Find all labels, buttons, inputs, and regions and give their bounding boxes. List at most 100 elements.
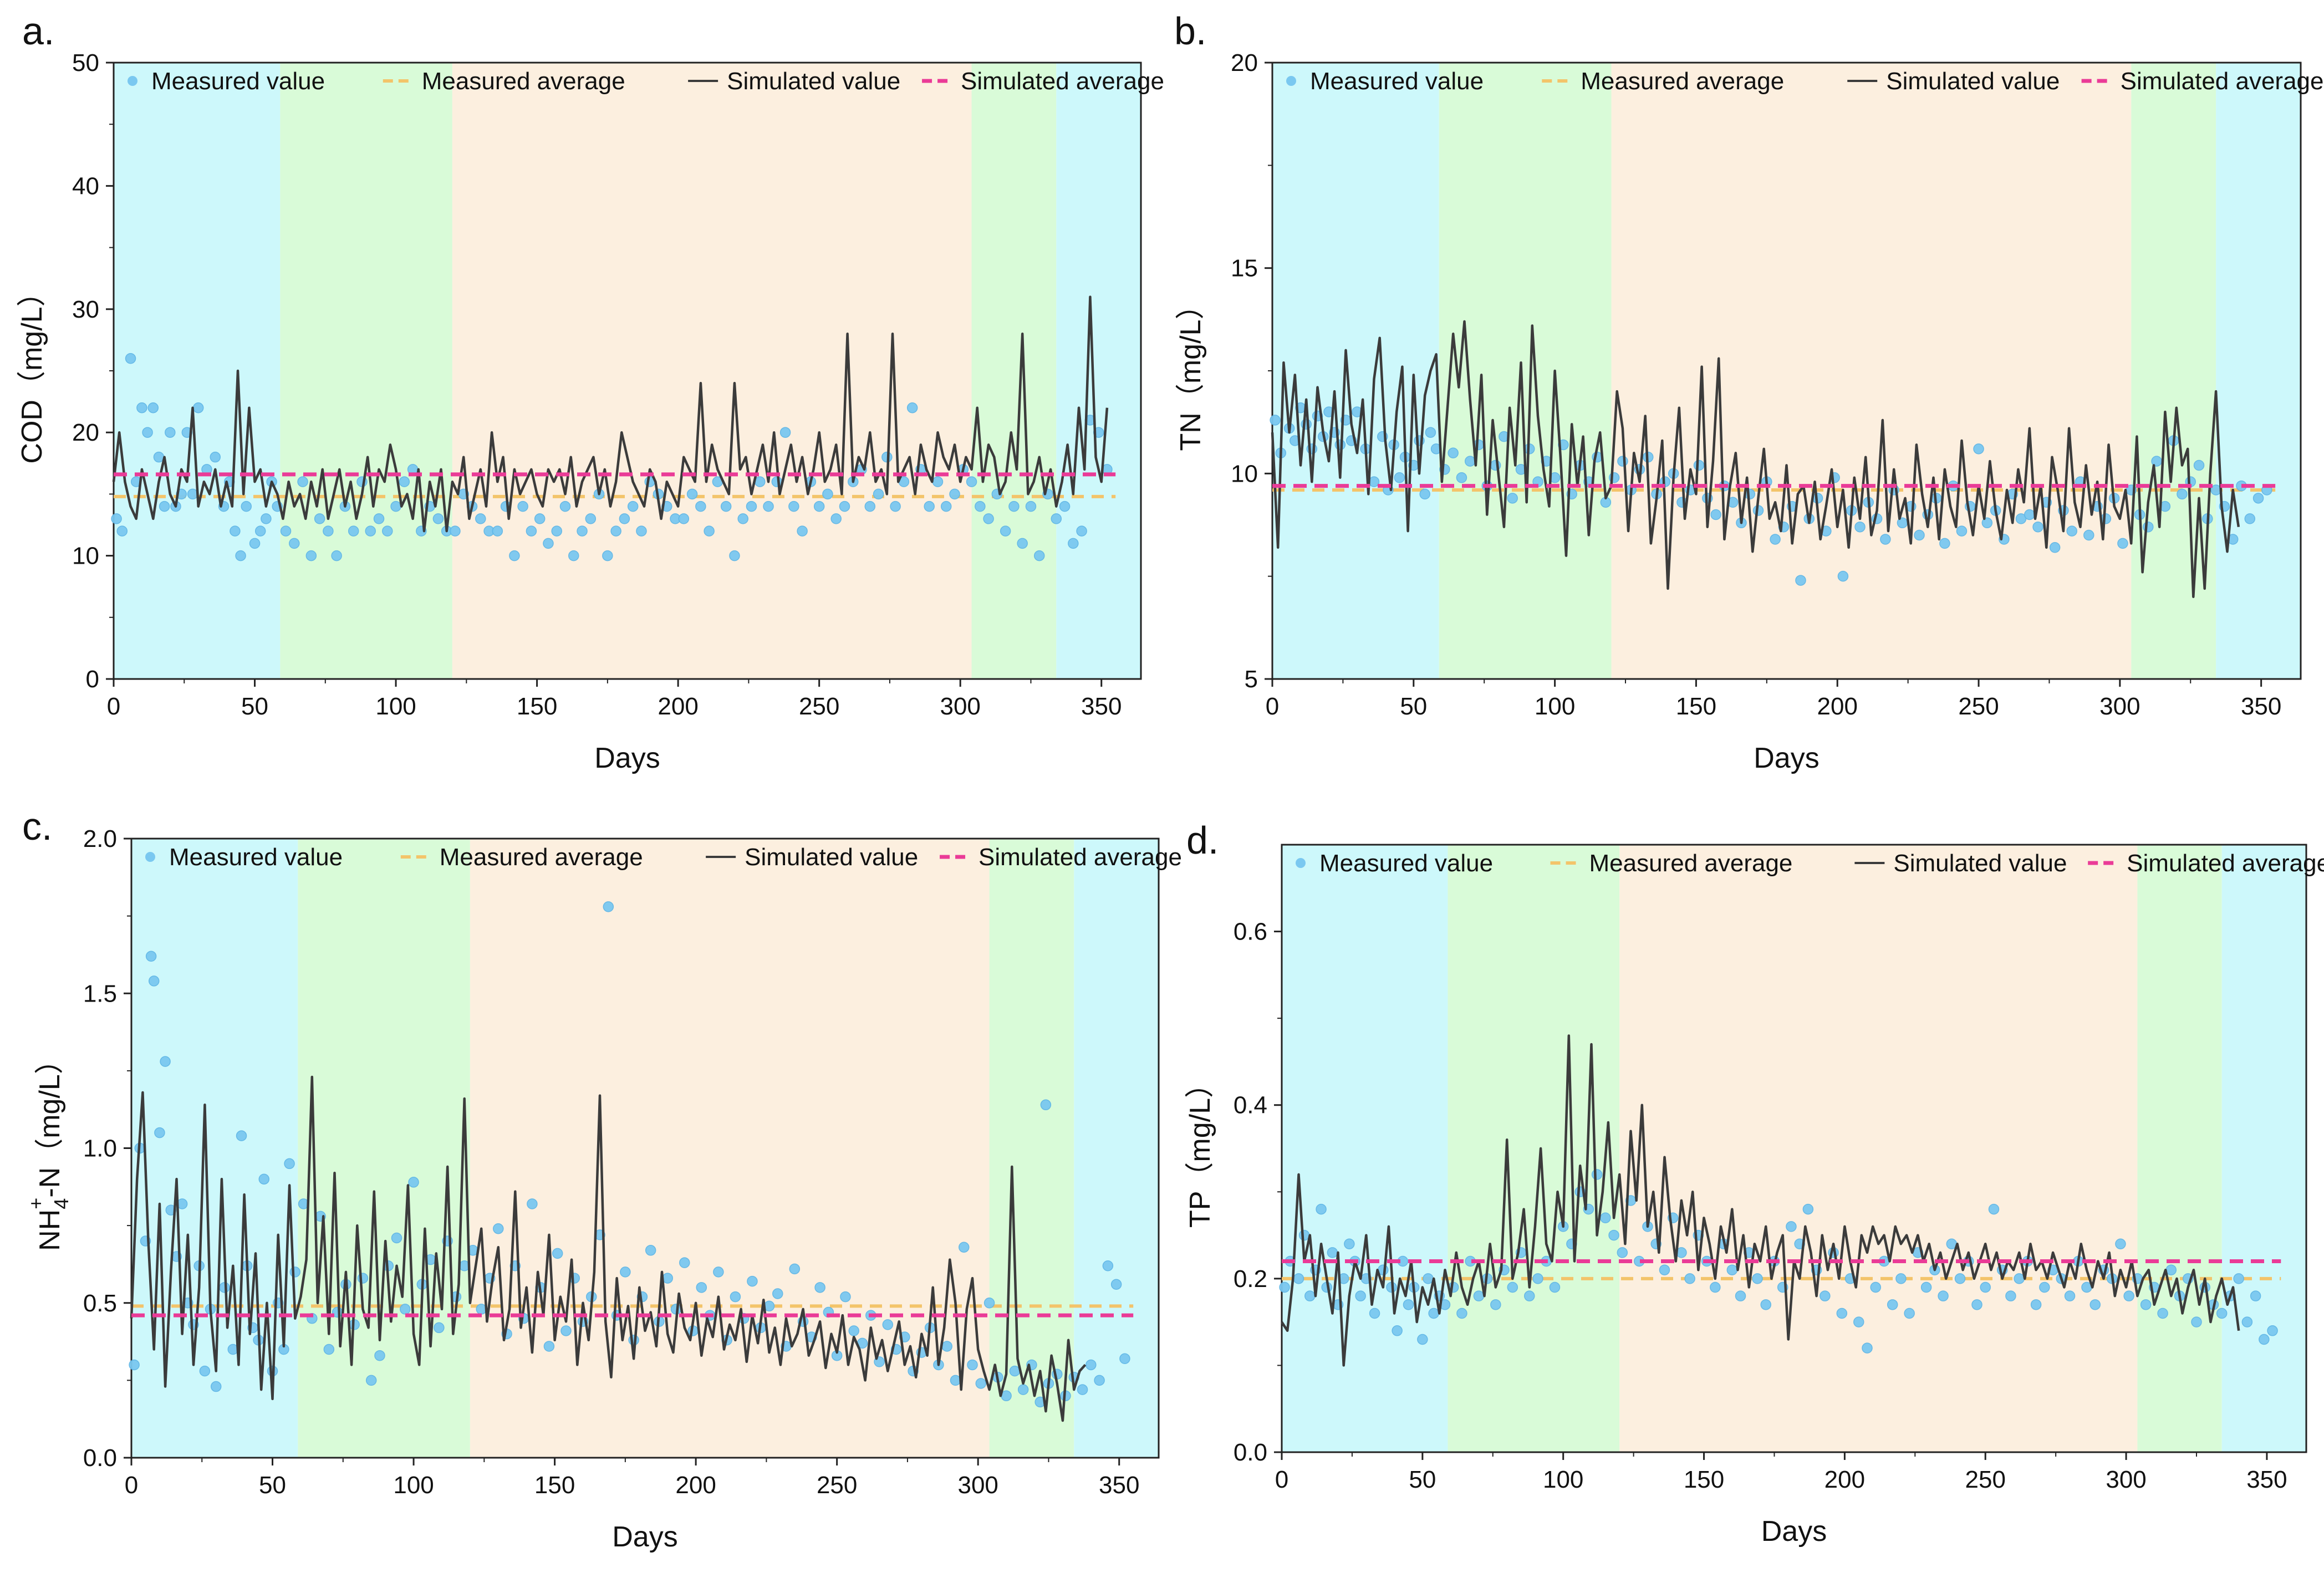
x-tick-label: 200 [658, 693, 698, 720]
measured-point [1304, 1290, 1316, 1301]
measured-point [1752, 1273, 1763, 1284]
x-tick-label: 250 [799, 693, 839, 720]
x-tick-label: 0 [1266, 693, 1279, 720]
measured-point [686, 488, 698, 500]
region-winter2 [2221, 845, 2306, 1452]
measured-point [1068, 538, 1079, 549]
legend-simulated-average: Simulated average [961, 68, 1164, 95]
region-winter2 [1074, 839, 1159, 1458]
y-tick-label: 1.0 [83, 1135, 117, 1162]
measured-point [949, 488, 960, 500]
measured-point [165, 427, 176, 438]
measured-point [747, 1275, 758, 1287]
measured-point [1008, 501, 1020, 512]
simulated-value-line [112, 295, 1109, 533]
legend-simulated-value: Simulated value [1886, 68, 2060, 95]
measured-point [906, 402, 918, 413]
panel-a-cod: 0 50 100 150 200 250 300 350 0 10 20 30 40 50 Days COD（… [16, 9, 1164, 774]
measured-point [941, 1341, 952, 1352]
measured-point [560, 1325, 572, 1336]
y-tick-label: 30 [72, 296, 99, 323]
measured-point [2115, 1238, 2126, 1249]
measured-point [1870, 1281, 1881, 1293]
measured-point [1394, 472, 1405, 483]
y-tick-label: 2.0 [83, 825, 117, 852]
measured-point [2117, 538, 2128, 549]
measured-point [289, 1267, 301, 1278]
measured-point [602, 550, 613, 561]
measured-point [924, 501, 935, 512]
measured-point [755, 476, 766, 487]
measured-point [1490, 1299, 1501, 1310]
measured-point [493, 1223, 504, 1234]
measured-point [1009, 1365, 1021, 1377]
region-spring2 [2131, 63, 2216, 679]
measured-point [527, 1198, 538, 1209]
region-spring2 [2137, 845, 2222, 1452]
measured-point [1040, 1099, 1052, 1111]
legend-measured-average: Measured average [1581, 68, 1784, 95]
legend-measured-value: Measured value [1319, 850, 1493, 877]
measured-point [258, 1173, 270, 1185]
measured-point [1524, 1290, 1535, 1301]
x-tick-label: 50 [1400, 693, 1427, 720]
y-tick-label: 1.5 [83, 980, 117, 1007]
measured-point [1786, 1221, 1797, 1232]
measured-point [1802, 1203, 1814, 1215]
measured-point [1417, 1334, 1428, 1345]
y-axis-title: TN（mg/L） [1175, 291, 1207, 451]
measured-point [2032, 521, 2043, 533]
y-tick-label: 20 [1231, 49, 1258, 76]
measured-point [772, 1288, 783, 1299]
legend-measured-marker [1286, 76, 1296, 86]
measured-point [1837, 570, 1849, 582]
measured-point [2177, 488, 2188, 500]
measured-point [2005, 1290, 2016, 1301]
measured-point [966, 476, 977, 487]
measured-point [2165, 1264, 2177, 1275]
measured-point [210, 1381, 222, 1392]
region-winter [1282, 845, 1448, 1452]
measured-point [400, 1304, 411, 1315]
measured-point [154, 1127, 165, 1138]
measured-point [1419, 488, 1430, 500]
x-tick-label: 300 [2106, 1466, 2146, 1493]
region-summer-autumn [470, 839, 990, 1458]
measured-point [983, 1298, 995, 1309]
panel-letter: d. [1186, 819, 1219, 862]
measured-point [1507, 493, 1518, 504]
region-spring [1448, 845, 1620, 1452]
measured-point [145, 951, 157, 962]
measured-point [365, 1375, 377, 1386]
legend: Measured value Measured average Simulated … [128, 68, 1164, 95]
legend: Measured value Measured average Simulated … [145, 844, 1182, 871]
x-tick-label: 300 [957, 1472, 998, 1499]
measured-point [236, 1130, 247, 1141]
measured-point [932, 476, 944, 487]
legend-measured-value: Measured value [1310, 68, 1484, 95]
measured-point [1710, 1281, 1721, 1293]
measured-point [1456, 472, 1467, 483]
x-tick-label: 350 [1099, 1472, 1139, 1499]
region-spring [298, 839, 470, 1458]
y-tick-label: 50 [72, 49, 99, 76]
measured-point [1428, 1308, 1439, 1319]
y-axis-title-sub: 4 [50, 1198, 73, 1209]
measured-point [1456, 1308, 1467, 1319]
measured-point [391, 1232, 402, 1244]
panel-letter: a. [22, 9, 54, 53]
measured-point [679, 1257, 690, 1268]
measured-point [509, 550, 520, 561]
legend-measured-average: Measured average [1589, 850, 1793, 877]
measured-point [235, 550, 246, 561]
x-tick-label: 50 [1409, 1466, 1436, 1493]
measured-point [210, 451, 221, 463]
measured-point [585, 513, 597, 524]
y-axis-title-sup: + [24, 1198, 47, 1209]
measured-point [2250, 1290, 2261, 1301]
measured-point [1591, 1169, 1603, 1180]
measured-point [839, 501, 850, 512]
x-tick-label: 350 [2241, 693, 2281, 720]
plot-frame [1281, 844, 2307, 1453]
panel-d-tp: 0 50 100 150 200 250 300 350 0.0 0.2 0.4 0.6 Days TP（… [1184, 819, 2324, 1548]
